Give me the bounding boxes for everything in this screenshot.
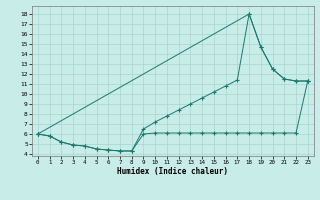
- X-axis label: Humidex (Indice chaleur): Humidex (Indice chaleur): [117, 167, 228, 176]
